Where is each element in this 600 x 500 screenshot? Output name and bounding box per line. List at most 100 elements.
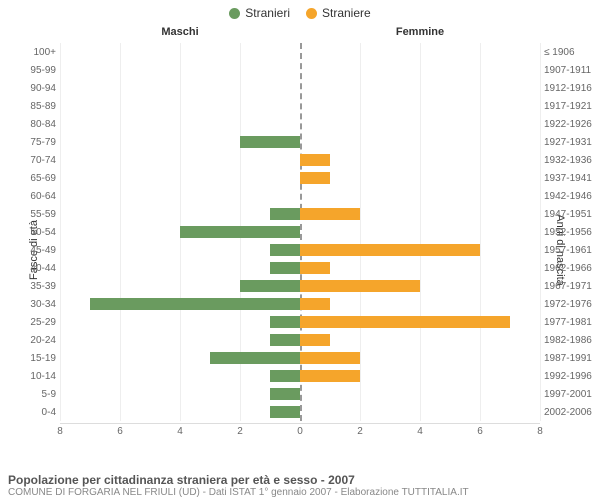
bar-half-female bbox=[300, 79, 540, 97]
bar-half-male bbox=[60, 205, 300, 223]
bar-half-female bbox=[300, 277, 540, 295]
bar-half-male bbox=[60, 259, 300, 277]
bar-half-female bbox=[300, 259, 540, 277]
birth-label: 1977-1981 bbox=[544, 317, 598, 328]
section-labels: Maschi Femmine bbox=[60, 26, 540, 38]
birth-label: 1907-1911 bbox=[544, 65, 598, 76]
x-tick: 0 bbox=[297, 426, 303, 437]
age-label: 45-49 bbox=[16, 245, 56, 256]
bar-container bbox=[60, 115, 540, 133]
x-tick: 8 bbox=[537, 426, 543, 437]
bar-male bbox=[270, 406, 300, 419]
bar-container bbox=[60, 187, 540, 205]
legend-item-female: Straniere bbox=[306, 6, 371, 20]
age-label: 70-74 bbox=[16, 155, 56, 166]
bar-half-male bbox=[60, 331, 300, 349]
birth-label: 1937-1941 bbox=[544, 173, 598, 184]
birth-label: 1927-1931 bbox=[544, 137, 598, 148]
bar-half-female bbox=[300, 61, 540, 79]
x-tick: 2 bbox=[237, 426, 243, 437]
bar-container bbox=[60, 133, 540, 151]
bar-male bbox=[270, 370, 300, 383]
chart-rows: 100+≤ 190695-991907-191190-941912-191685… bbox=[60, 43, 540, 421]
age-label: 30-34 bbox=[16, 299, 56, 310]
birth-label: 1987-1991 bbox=[544, 353, 598, 364]
bar-half-male bbox=[60, 97, 300, 115]
bar-half-male bbox=[60, 187, 300, 205]
bar-container bbox=[60, 259, 540, 277]
chart-row: 35-391967-1971 bbox=[60, 277, 540, 295]
bar-half-female bbox=[300, 187, 540, 205]
legend-label-male: Stranieri bbox=[245, 6, 290, 20]
chart-row: 20-241982-1986 bbox=[60, 331, 540, 349]
x-tick: 6 bbox=[477, 426, 483, 437]
bar-half-female bbox=[300, 313, 540, 331]
chart-row: 15-191987-1991 bbox=[60, 349, 540, 367]
bar-container bbox=[60, 313, 540, 331]
bar-half-female bbox=[300, 349, 540, 367]
bar-container bbox=[60, 97, 540, 115]
age-label: 40-44 bbox=[16, 263, 56, 274]
birth-label: 1967-1971 bbox=[544, 281, 598, 292]
section-label-right: Femmine bbox=[300, 26, 540, 38]
birth-label: 1917-1921 bbox=[544, 101, 598, 112]
footer: Popolazione per cittadinanza straniera p… bbox=[8, 473, 592, 498]
birth-label: 1997-2001 bbox=[544, 389, 598, 400]
bar-female bbox=[300, 370, 360, 383]
x-tick: 6 bbox=[117, 426, 123, 437]
birth-label: 2002-2006 bbox=[544, 407, 598, 418]
bar-half-female bbox=[300, 115, 540, 133]
legend-swatch-male bbox=[229, 8, 240, 19]
legend-label-female: Straniere bbox=[322, 6, 371, 20]
bar-male bbox=[240, 136, 300, 149]
bar-half-female bbox=[300, 97, 540, 115]
age-label: 65-69 bbox=[16, 173, 56, 184]
bar-half-female bbox=[300, 205, 540, 223]
footer-title: Popolazione per cittadinanza straniera p… bbox=[8, 473, 592, 487]
bar-container bbox=[60, 403, 540, 421]
bar-container bbox=[60, 277, 540, 295]
bar-container bbox=[60, 169, 540, 187]
birth-label: 1947-1951 bbox=[544, 209, 598, 220]
chart-row: 75-791927-1931 bbox=[60, 133, 540, 151]
bar-half-female bbox=[300, 223, 540, 241]
age-label: 35-39 bbox=[16, 281, 56, 292]
chart-row: 70-741932-1936 bbox=[60, 151, 540, 169]
birth-label: 1982-1986 bbox=[544, 335, 598, 346]
bar-male bbox=[180, 226, 300, 239]
bar-half-male bbox=[60, 151, 300, 169]
chart-row: 0-42002-2006 bbox=[60, 403, 540, 421]
bar-container bbox=[60, 151, 540, 169]
bar-container bbox=[60, 205, 540, 223]
bar-half-male bbox=[60, 241, 300, 259]
birth-label: 1922-1926 bbox=[544, 119, 598, 130]
bar-half-female bbox=[300, 151, 540, 169]
bar-half-male bbox=[60, 43, 300, 61]
chart-row: 90-941912-1916 bbox=[60, 79, 540, 97]
chart-row: 85-891917-1921 bbox=[60, 97, 540, 115]
age-label: 80-84 bbox=[16, 119, 56, 130]
age-label: 25-29 bbox=[16, 317, 56, 328]
birth-label: 1952-1956 bbox=[544, 227, 598, 238]
birth-label: 1962-1966 bbox=[544, 263, 598, 274]
age-label: 100+ bbox=[16, 47, 56, 58]
footer-sub: COMUNE DI FORGARIA NEL FRIULI (UD) - Dat… bbox=[8, 487, 592, 498]
chart-row: 55-591947-1951 bbox=[60, 205, 540, 223]
birth-label: 1957-1961 bbox=[544, 245, 598, 256]
chart-row: 95-991907-1911 bbox=[60, 61, 540, 79]
x-tick: 8 bbox=[57, 426, 63, 437]
bar-half-male bbox=[60, 61, 300, 79]
bar-half-female bbox=[300, 295, 540, 313]
bar-half-female bbox=[300, 133, 540, 151]
bar-half-female bbox=[300, 169, 540, 187]
bar-half-male bbox=[60, 223, 300, 241]
age-label: 50-54 bbox=[16, 227, 56, 238]
bar-male bbox=[270, 334, 300, 347]
bar-female bbox=[300, 316, 510, 329]
chart-row: 10-141992-1996 bbox=[60, 367, 540, 385]
bar-half-female bbox=[300, 367, 540, 385]
bar-male bbox=[270, 262, 300, 275]
bar-male bbox=[90, 298, 300, 311]
bar-male bbox=[240, 280, 300, 293]
bar-half-female bbox=[300, 331, 540, 349]
